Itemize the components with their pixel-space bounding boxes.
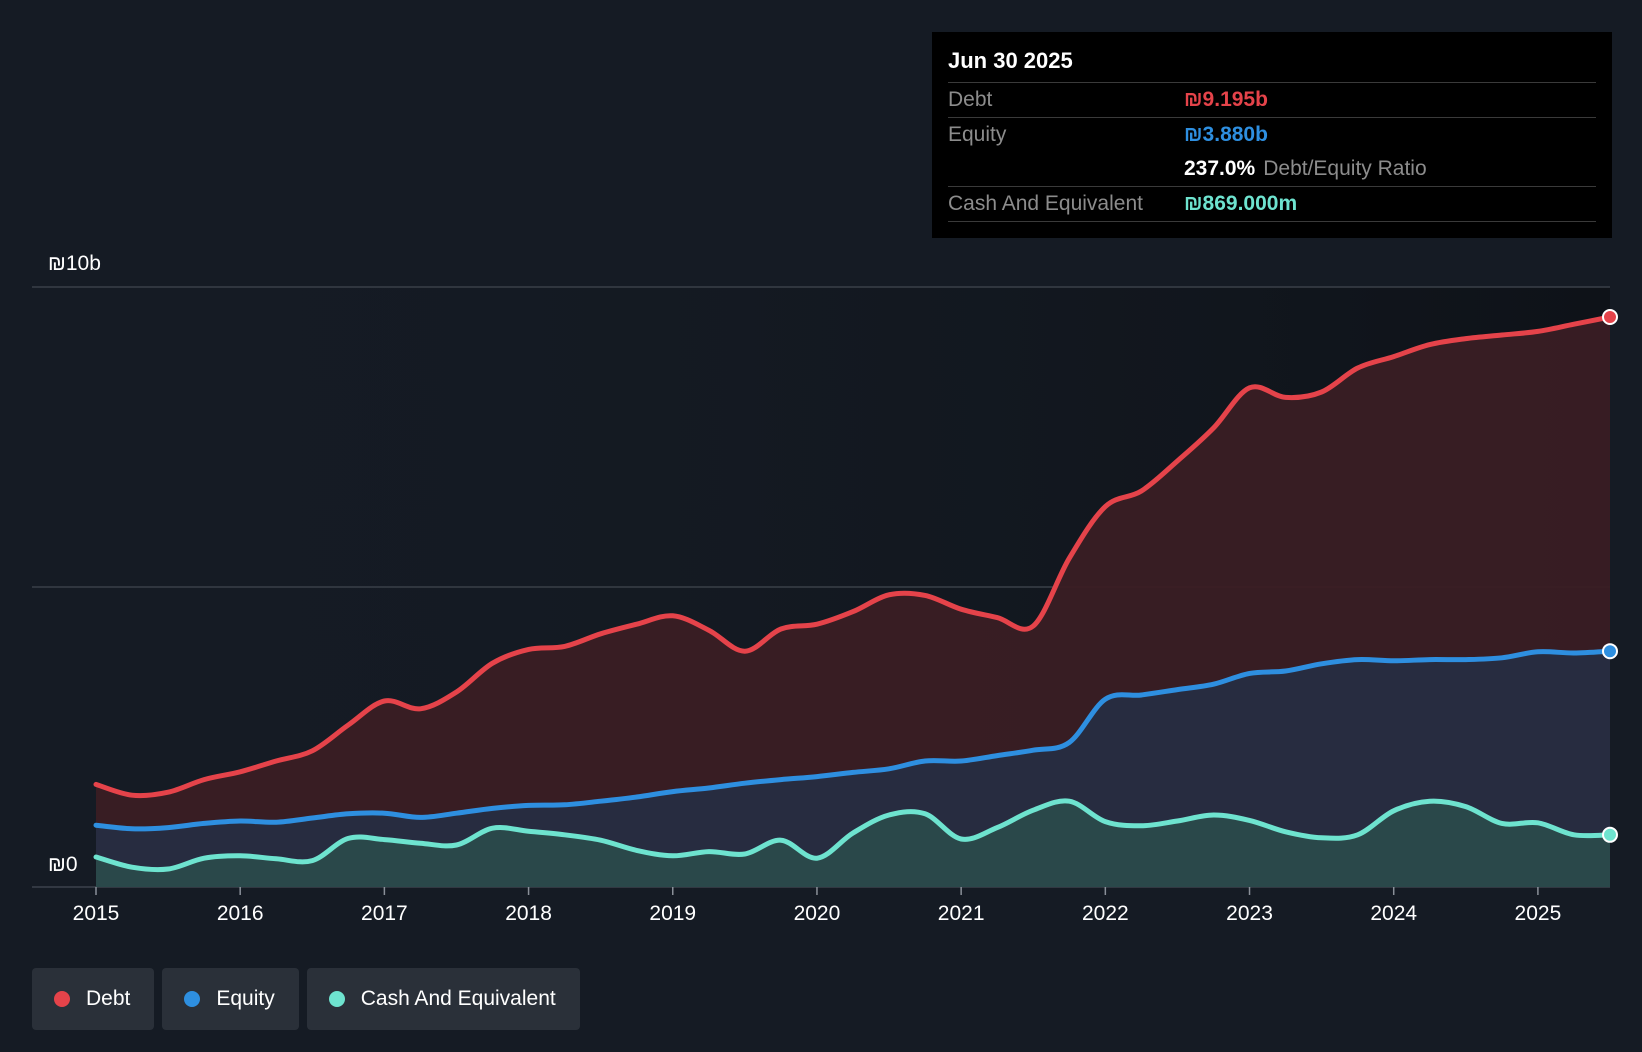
- y-axis-top-label: ₪10b: [48, 252, 101, 275]
- debt-end-marker[interactable]: [1602, 309, 1618, 325]
- cash-dot-icon: [328, 991, 345, 1007]
- tooltip-date: Jun 30 2025: [948, 48, 1073, 73]
- debt-dot-icon: [54, 991, 70, 1007]
- equity-line: [93, 648, 1613, 832]
- debt-line: [93, 314, 1613, 799]
- legend-item-equity[interactable]: Equity: [162, 968, 299, 1030]
- x-tick-label-2024: 2024: [1370, 902, 1417, 925]
- x-tick-label-2023: 2023: [1226, 902, 1273, 925]
- tooltip-cash-row: Cash And Equivalent ₪869.000m: [948, 186, 1596, 222]
- legend-label-debt: Debt: [86, 987, 131, 1010]
- legend-item-debt[interactable]: Debt: [32, 968, 155, 1030]
- x-tick-label-2015: 2015: [73, 902, 120, 925]
- cash-and-equivalent-end-marker[interactable]: [1602, 826, 1618, 843]
- tooltip-cash-label: Cash And Equivalent: [948, 192, 1143, 215]
- x-tick-label-2017: 2017: [361, 902, 408, 925]
- tooltip-ratio-row: 237.0% Debt/Equity Ratio: [948, 152, 1596, 186]
- x-tick-label-2019: 2019: [649, 902, 696, 925]
- tooltip-debt-value: ₪9.195b: [1184, 88, 1268, 111]
- legend-label-equity: Equity: [216, 987, 275, 1010]
- tooltip-debt-label: Debt: [948, 88, 993, 111]
- tooltip-equity-label: Equity: [948, 123, 1007, 146]
- x-tick-label-2020: 2020: [794, 902, 841, 925]
- tooltip-cash-value: ₪869.000m: [1184, 192, 1298, 215]
- y-axis-bottom-label: ₪0: [48, 853, 78, 876]
- tooltip-equity-value: ₪3.880b: [1184, 123, 1268, 146]
- legend-label-cash: Cash And Equivalent: [360, 987, 556, 1010]
- x-tick-label-2025: 2025: [1515, 902, 1562, 925]
- tooltip-ratio-label: Debt/Equity Ratio: [1263, 157, 1427, 180]
- x-tick-label-2022: 2022: [1082, 902, 1129, 925]
- x-tick-label-2016: 2016: [217, 902, 264, 925]
- cash-and-equivalent-line: [93, 798, 1613, 873]
- tooltip-ratio-value: 237.0%: [1184, 157, 1256, 180]
- equity-dot-icon: [184, 991, 201, 1007]
- tooltip-equity-row: Equity ₪3.880b: [948, 117, 1596, 152]
- tooltip: Jun 30 2025 Debt ₪9.195b Equity ₪3.880b …: [932, 32, 1612, 238]
- x-tick-label-2018: 2018: [505, 902, 552, 925]
- tooltip-debt-row: Debt ₪9.195b: [948, 82, 1596, 117]
- cash-and-equivalent-area: [96, 800, 1610, 887]
- legend-item-cash[interactable]: Cash And Equivalent: [306, 968, 580, 1030]
- equity-end-marker[interactable]: [1602, 643, 1618, 660]
- x-tick-label-2021: 2021: [938, 902, 985, 925]
- legend: Debt Equity Cash And Equivalent: [32, 968, 580, 1030]
